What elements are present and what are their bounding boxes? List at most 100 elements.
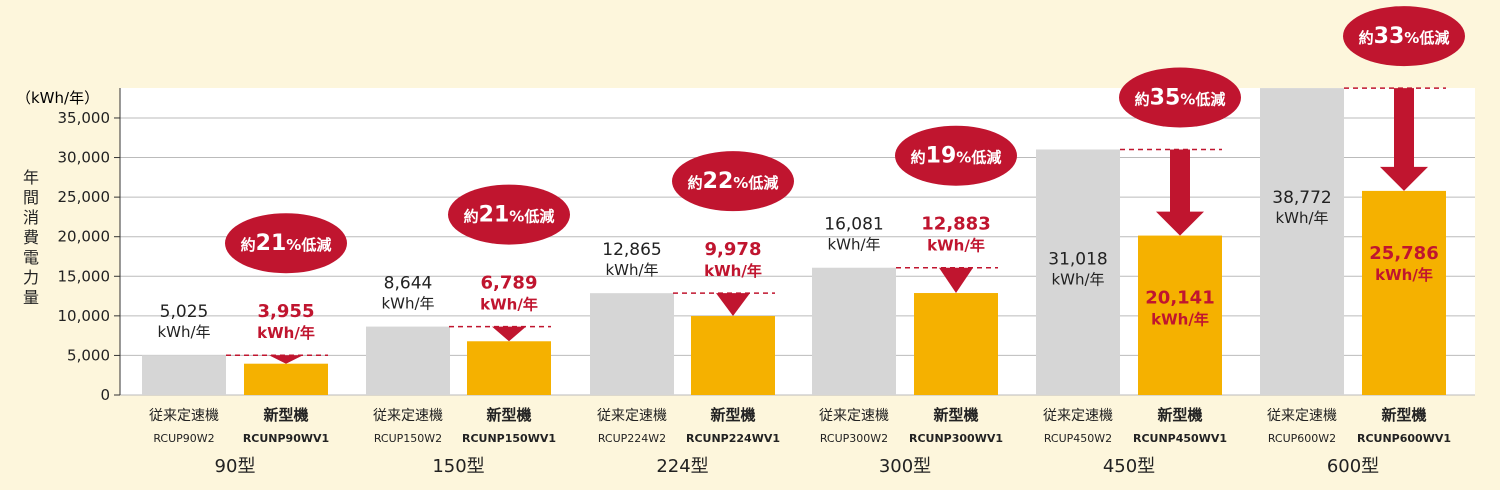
reduction-badge-text: 約21%低減 xyxy=(241,231,332,256)
unit-label-new: kWh/年 xyxy=(1375,266,1433,284)
bar-old-150型 xyxy=(366,326,450,395)
bar-old-600型 xyxy=(1260,88,1344,395)
model-label-old: RCUP224W2 xyxy=(598,432,666,445)
y-tick-label: 0 xyxy=(100,386,110,404)
unit-label-new: kWh/年 xyxy=(480,296,538,314)
y-tick-label: 15,000 xyxy=(58,267,111,285)
reduction-arrow xyxy=(492,326,526,342)
unit-label-old: kWh/年 xyxy=(157,323,210,341)
unit-label-new: kWh/年 xyxy=(1151,311,1209,329)
badge-prefix: 約 xyxy=(464,208,479,226)
unit-label-old: kWh/年 xyxy=(827,236,880,254)
badge-number: 19 xyxy=(926,144,957,169)
series-label-old: 従来定速機 xyxy=(597,408,667,424)
series-label-old: 従来定速機 xyxy=(1043,408,1113,424)
badge-prefix: 約 xyxy=(1359,29,1374,47)
bars-layer xyxy=(142,88,1446,395)
reduction-badge-text: 約35%低減 xyxy=(1135,85,1226,110)
badge-prefix: 約 xyxy=(241,236,256,254)
model-label-new: RCUNP90WV1 xyxy=(243,432,329,445)
unit-label-old: kWh/年 xyxy=(381,295,434,313)
badge-suffix: %低減 xyxy=(733,174,778,192)
badge-suffix: %低減 xyxy=(1180,90,1225,108)
category-label: 450型 xyxy=(1103,456,1155,477)
bar-old-450型 xyxy=(1036,149,1120,395)
y-axis-title-char: 量 xyxy=(23,288,39,307)
reduction-badge-oval xyxy=(448,184,570,245)
reduction-badge: 約35%低減 xyxy=(1119,67,1241,128)
value-label-old: 8,644 xyxy=(384,274,433,294)
y-axis-title-char: 年 xyxy=(23,168,39,187)
y-tick-label: 10,000 xyxy=(58,307,111,325)
model-label-new: RCUNP224WV1 xyxy=(686,432,780,445)
y-axis-title-char: 間 xyxy=(23,188,39,207)
category-label: 224型 xyxy=(656,456,708,477)
bar-new-150型 xyxy=(467,341,551,395)
value-label-new: 20,141 xyxy=(1145,288,1214,309)
reduction-badge-text: 約22%低減 xyxy=(688,169,779,194)
reduction-badge: 約22%低減 xyxy=(672,151,794,212)
series-label-new: 新型機 xyxy=(1157,406,1202,424)
badge-suffix: %低減 xyxy=(509,208,554,226)
value-label-old: 38,772 xyxy=(1272,188,1331,208)
model-label-old: RCUP150W2 xyxy=(374,432,442,445)
y-unit-label: （kWh/年） xyxy=(16,89,99,107)
unit-label-old: kWh/年 xyxy=(1051,270,1104,288)
y-tick-label: 35,000 xyxy=(58,109,111,127)
y-axis-title-char: 費 xyxy=(23,228,39,247)
reduction-badge-oval xyxy=(672,151,794,212)
series-label-new: 新型機 xyxy=(710,406,755,424)
unit-label-new: kWh/年 xyxy=(927,237,985,255)
unit-label-new: kWh/年 xyxy=(257,324,315,342)
unit-label-new: kWh/年 xyxy=(704,262,762,280)
badge-suffix: %低減 xyxy=(286,236,331,254)
reduction-badge-oval xyxy=(895,125,1017,186)
value-label-old: 5,025 xyxy=(160,302,209,322)
badge-number: 21 xyxy=(256,231,287,256)
badge-number: 21 xyxy=(479,203,510,228)
unit-label-old: kWh/年 xyxy=(1275,209,1328,227)
category-label: 600型 xyxy=(1327,456,1379,477)
reduction-arrow xyxy=(939,267,973,294)
model-label-old: RCUP90W2 xyxy=(153,432,214,445)
category-label: 150型 xyxy=(432,456,484,477)
value-label-old: 12,865 xyxy=(602,240,661,260)
y-axis-title-char: 力 xyxy=(23,268,39,287)
value-label-old: 16,081 xyxy=(824,215,883,235)
y-tick-label: 20,000 xyxy=(58,228,111,246)
value-label-new: 12,883 xyxy=(921,214,990,235)
reduction-badge-oval xyxy=(225,213,347,274)
bar-new-600型 xyxy=(1362,190,1446,395)
bar-new-450型 xyxy=(1138,235,1222,395)
reduction-arrow xyxy=(716,293,750,317)
series-label-new: 新型機 xyxy=(1381,406,1426,424)
reduction-badge: 約33%低減 xyxy=(1343,6,1465,67)
series-label-new: 新型機 xyxy=(933,406,978,424)
value-label-new: 9,978 xyxy=(705,239,762,260)
model-label-new: RCUNP300WV1 xyxy=(909,432,1003,445)
y-axis-title-char: 消 xyxy=(23,208,39,227)
series-label-new: 新型機 xyxy=(263,406,308,424)
reduction-badge-text: 約19%低減 xyxy=(911,144,1002,169)
badge-suffix: %低減 xyxy=(1404,29,1449,47)
reduction-arrow xyxy=(269,355,303,364)
series-label-old: 従来定速機 xyxy=(1267,408,1337,424)
reduction-badge: 約21%低減 xyxy=(448,184,570,245)
reduction-arrow xyxy=(1380,88,1428,191)
badge-number: 22 xyxy=(703,169,734,194)
value-label-new: 25,786 xyxy=(1369,243,1438,264)
series-label-old: 従来定速機 xyxy=(819,408,889,424)
y-axis-title-char: 電 xyxy=(23,248,39,267)
grid-lines xyxy=(120,117,1475,396)
y-axis: 0 5,000 10,000 15,000 20,000 25,000 30,000 35,0… xyxy=(58,88,121,404)
badge-prefix: 約 xyxy=(1135,90,1150,108)
bar-new-300型 xyxy=(914,293,998,395)
model-label-new: RCUNP150WV1 xyxy=(462,432,556,445)
unit-label-old: kWh/年 xyxy=(605,261,658,279)
y-tick-label: 30,000 xyxy=(58,149,111,167)
bar-old-90型 xyxy=(142,355,226,395)
y-tick-label: 5,000 xyxy=(67,346,110,364)
category-label: 300型 xyxy=(879,456,931,477)
model-label-old: RCUP600W2 xyxy=(1268,432,1336,445)
